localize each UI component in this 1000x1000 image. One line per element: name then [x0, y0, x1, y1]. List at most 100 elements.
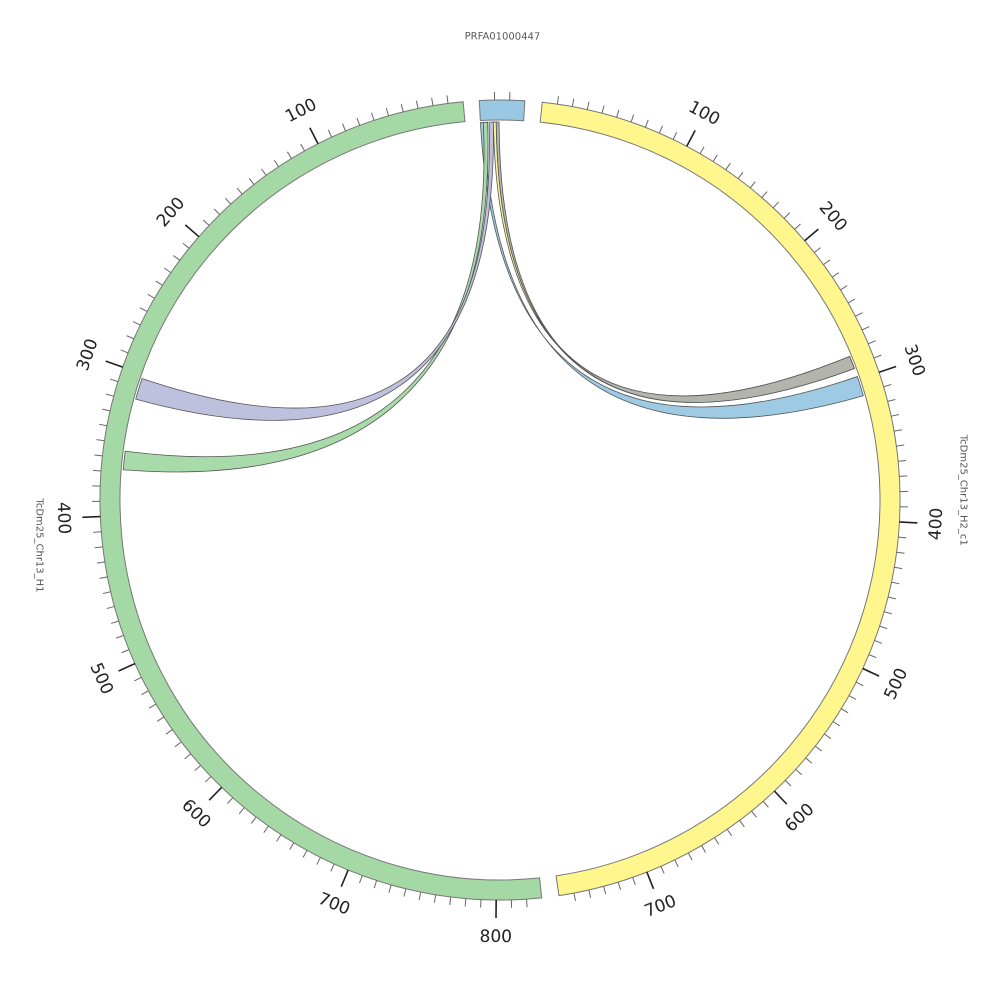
minor-tick — [403, 888, 407, 897]
minor-tick — [156, 716, 165, 722]
minor-tick — [289, 842, 295, 850]
minor-tick — [194, 764, 202, 772]
minor-tick — [848, 695, 857, 700]
major-tick — [340, 869, 349, 887]
minor-tick — [883, 611, 892, 615]
tick-label: 200 — [153, 194, 189, 232]
major-tick — [878, 365, 897, 374]
minor-tick — [449, 896, 452, 905]
minor-tick — [93, 469, 102, 472]
minor-tick — [603, 886, 607, 895]
tick-label: 300 — [73, 336, 103, 373]
minor-tick — [891, 581, 900, 585]
tick-label: 700 — [315, 889, 353, 920]
segments-layer — [99, 99, 901, 901]
minor-tick — [840, 285, 848, 291]
minor-tick — [273, 159, 280, 168]
minor-tick — [371, 112, 375, 121]
minor-tick — [887, 398, 896, 402]
minor-tick — [762, 800, 769, 808]
minor-tick — [894, 566, 903, 570]
minor-tick — [300, 143, 306, 152]
minor-tick — [302, 850, 308, 858]
link-ribbon-2 — [135, 121, 494, 421]
minor-tick — [98, 423, 108, 427]
link-ribbon-1 — [122, 121, 489, 473]
minor-tick — [616, 109, 620, 118]
tick-label: 700 — [642, 891, 680, 922]
minor-tick — [227, 797, 234, 804]
minor-tick — [110, 620, 119, 624]
minor-tick — [446, 95, 449, 104]
minor-tick — [660, 866, 665, 874]
major-tick — [899, 521, 918, 524]
tick-label: 100 — [282, 95, 320, 128]
minor-tick — [891, 414, 900, 417]
tick-label: 400 — [53, 501, 74, 534]
minor-tick — [823, 259, 831, 266]
link-ribbon-4 — [495, 121, 855, 403]
minor-tick — [701, 845, 706, 853]
minor-tick — [831, 272, 840, 278]
minor-tick — [571, 98, 575, 107]
minor-tick — [373, 880, 378, 889]
minor-tick — [225, 197, 232, 205]
minor-tick — [794, 223, 801, 230]
minor-tick — [415, 100, 419, 109]
major-tick — [105, 360, 123, 368]
minor-tick — [874, 640, 883, 644]
minor-tick — [714, 837, 720, 845]
minor-tick — [165, 729, 173, 735]
minor-tick — [749, 181, 756, 189]
minor-tick — [879, 625, 888, 630]
minor-tick — [868, 654, 877, 659]
minor-tick — [712, 154, 718, 162]
major-tick — [184, 224, 200, 238]
minor-tick — [861, 326, 870, 331]
ticks-layer — [82, 92, 918, 918]
major-tick — [646, 871, 655, 890]
minor-tick — [896, 551, 905, 554]
minor-tick — [739, 820, 745, 828]
minor-tick — [832, 721, 841, 727]
minor-tick — [388, 884, 392, 893]
minor-tick — [121, 649, 130, 654]
minor-tick — [699, 146, 705, 154]
minor-tick — [898, 536, 907, 539]
minor-tick — [96, 561, 105, 564]
links-layer — [122, 121, 864, 473]
minor-tick — [632, 877, 636, 886]
minor-tick — [148, 703, 157, 709]
minor-tick — [164, 267, 172, 274]
minor-tick — [286, 151, 292, 159]
major-tick — [118, 662, 136, 672]
minor-tick — [327, 129, 333, 138]
minor-tick — [359, 875, 363, 884]
minor-tick — [182, 242, 190, 249]
minor-tick — [783, 212, 791, 219]
minor-tick — [250, 816, 257, 824]
minor-tick — [147, 293, 155, 299]
segment-arc-2 — [99, 101, 543, 901]
minor-tick — [238, 807, 245, 815]
minor-tick — [896, 444, 905, 447]
minor-tick — [795, 768, 802, 776]
minor-tick — [601, 105, 605, 114]
minor-tick — [356, 117, 361, 126]
minor-tick — [93, 531, 102, 533]
tick-label: 600 — [177, 795, 214, 832]
minor-tick — [751, 810, 757, 818]
minor-tick — [617, 881, 622, 890]
minor-tick — [204, 776, 212, 783]
minor-tick — [556, 96, 559, 105]
major-tick — [82, 515, 101, 519]
minor-tick — [464, 898, 467, 907]
minor-tick — [115, 634, 124, 639]
minor-tick — [573, 893, 576, 902]
minor-tick — [134, 676, 142, 682]
link-ribbon-0 — [480, 121, 864, 419]
minor-tick — [586, 101, 590, 110]
minor-tick — [385, 108, 390, 116]
minor-tick — [658, 125, 664, 134]
minor-tick — [431, 97, 434, 106]
